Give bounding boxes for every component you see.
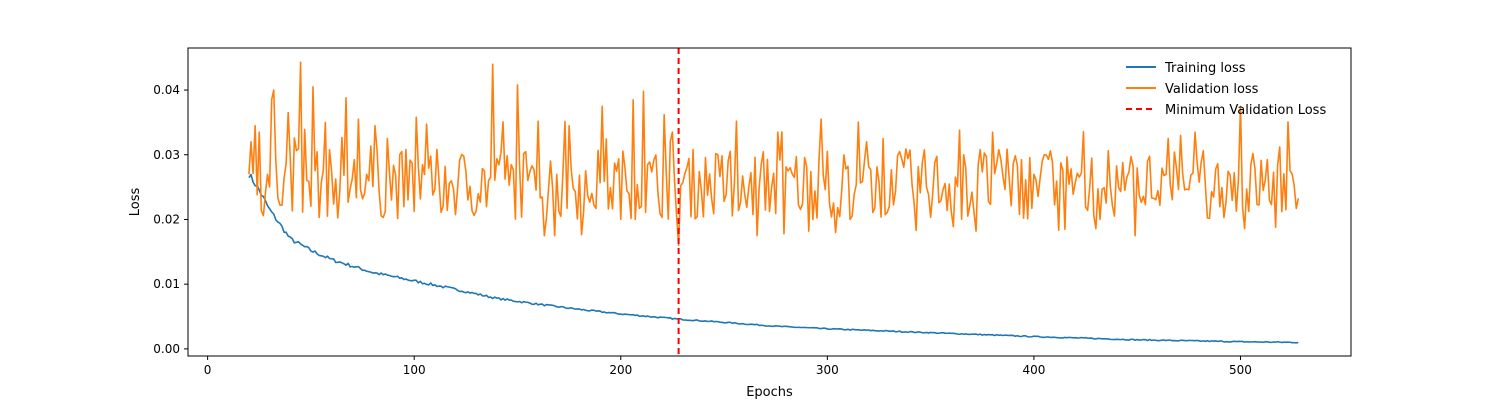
y-tick-label: 0.01 [153,277,180,291]
legend-label: Training loss [1164,61,1246,76]
y-tick-label: 0.00 [153,342,180,356]
y-tick-label: 0.04 [153,83,180,97]
y-axis: 0.00 0.01 0.02 0.03 0.04 [153,83,188,356]
y-tick-label: 0.03 [153,148,180,162]
x-axis-label: Epochs [746,385,793,400]
plot-frame [187,47,1352,357]
x-tick-label: 200 [609,363,632,377]
x-tick-label: 0 [204,363,212,377]
legend-label: Validation loss [1165,82,1259,97]
legend: Training loss Validation loss Minimum Vali… [1126,61,1326,118]
validation-loss-line [248,61,1300,247]
x-tick-label: 100 [403,363,426,377]
legend-label: Minimum Validation Loss [1165,103,1326,118]
series-layer [248,48,1300,356]
x-tick-label: 300 [816,363,839,377]
y-tick-label: 0.02 [153,212,180,226]
x-axis: 0 100 200 300 400 500 [204,356,1252,377]
x-tick-label: 400 [1022,363,1045,377]
x-tick-label: 500 [1229,363,1252,377]
y-axis-label: Loss [128,188,143,217]
training-loss-line [248,173,1299,344]
